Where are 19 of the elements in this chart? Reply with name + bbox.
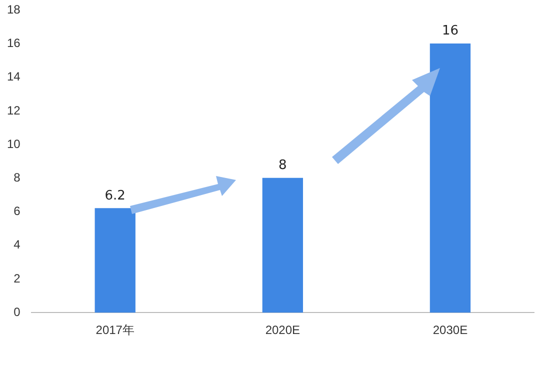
data-label: 16 xyxy=(442,24,458,39)
data-label: 8 xyxy=(278,158,287,174)
y-tick-label: 2 xyxy=(14,271,21,286)
x-tick-label: 2017年 xyxy=(96,323,134,338)
y-tick-label: 14 xyxy=(6,70,21,84)
x-tick-label: 2030E xyxy=(432,323,468,338)
x-tick-label: 2020E xyxy=(265,323,300,338)
y-tick-label: 16 xyxy=(6,36,21,50)
y-tick-label: 12 xyxy=(6,103,21,118)
y-tick-label: 8 xyxy=(14,170,21,185)
bar xyxy=(262,178,304,313)
y-tick-label: 4 xyxy=(14,238,21,252)
y-tick-label: 10 xyxy=(6,136,21,151)
data-label: 6.2 xyxy=(104,188,126,204)
bar xyxy=(430,43,471,313)
y-tick-label: 6 xyxy=(14,204,21,218)
y-tick-label: 18 xyxy=(6,2,21,17)
y-tick-label: 0 xyxy=(14,304,21,319)
bar xyxy=(94,208,136,313)
